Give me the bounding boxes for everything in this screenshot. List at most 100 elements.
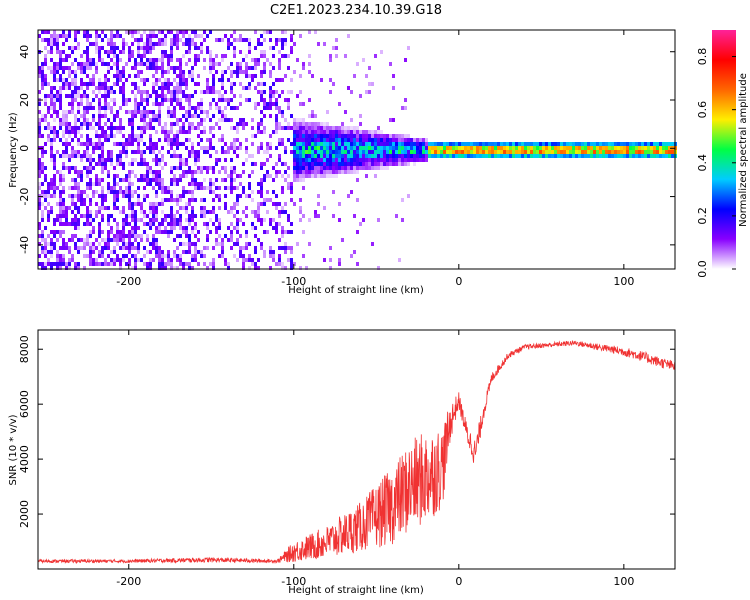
spectrogram-cell <box>311 134 314 138</box>
spectrogram-cell <box>230 166 233 170</box>
spectrogram-cell <box>236 122 239 126</box>
spectrogram-cell <box>89 262 92 266</box>
spectrogram-cell <box>77 118 80 122</box>
spectrogram-cell <box>380 150 383 154</box>
spectrogram-cell <box>149 142 152 146</box>
spectrogram-cell <box>143 158 146 162</box>
spectrogram-cell <box>149 242 152 246</box>
spectrogram-cell <box>242 190 245 194</box>
spectrogram-cell <box>92 190 95 194</box>
spectrogram-cell <box>158 186 161 190</box>
spectrogram-cell <box>134 106 137 110</box>
spectrogram-cell <box>59 206 62 210</box>
spectrogram-cell <box>134 158 137 162</box>
spectrogram-cell <box>188 218 191 222</box>
spectrogram-cell <box>149 226 152 230</box>
spectrogram-cell <box>326 142 329 146</box>
spectrogram-cell <box>218 94 221 98</box>
spectrogram-cell <box>614 150 617 154</box>
spectrogram-cell <box>44 194 47 198</box>
spectrogram-cell <box>311 146 314 150</box>
spectrogram-cell <box>125 178 128 182</box>
spectrogram-cell <box>50 142 53 146</box>
spectrogram-cell <box>209 126 212 130</box>
spectrogram-cell <box>176 266 179 270</box>
spectrogram-cell <box>197 102 200 106</box>
spectrogram-cell <box>80 134 83 138</box>
spectrogram-cell <box>197 34 200 38</box>
spectrogram-cell <box>41 246 44 250</box>
spectrogram-cell <box>101 214 104 218</box>
spectrogram-cell <box>386 142 389 146</box>
spectrogram-cell <box>533 146 536 150</box>
spectrogram-cell <box>170 66 173 70</box>
spectrogram-cell <box>74 166 77 170</box>
spectrogram-cell <box>350 138 353 142</box>
spectrogram-cell <box>662 150 665 154</box>
spectrogram-cell <box>53 110 56 114</box>
spectrogram-cell <box>125 234 128 238</box>
spectrogram-cell <box>374 130 377 134</box>
spectrogram-cell <box>338 130 341 134</box>
spectrogram-cell <box>41 238 44 242</box>
spectrogram-cell <box>155 250 158 254</box>
spectrogram-cell <box>86 242 89 246</box>
spectrogram-cell <box>248 66 251 70</box>
spectrogram-cell <box>278 94 281 98</box>
spectrogram-cell <box>254 74 257 78</box>
spectrogram-cell <box>599 154 602 158</box>
spectrogram-cell <box>185 114 188 118</box>
spectrogram-cell <box>62 230 65 234</box>
spectrogram-cell <box>113 42 116 46</box>
spectrogram-cell <box>287 98 290 102</box>
spectrogram-cell <box>182 158 185 162</box>
spectrogram-cell <box>101 130 104 134</box>
spectrogram-cell <box>617 142 620 146</box>
spectrogram-cell <box>413 154 416 158</box>
spectrogram-cell <box>266 106 269 110</box>
spectrogram-cell <box>149 50 152 54</box>
spectrogram-cell <box>164 38 167 42</box>
spectrogram-cell <box>407 154 410 158</box>
spectrogram-cell <box>134 134 137 138</box>
spectrogram-cell <box>74 214 77 218</box>
spectrogram-cell <box>110 30 113 34</box>
spectrogram-cell <box>332 166 335 170</box>
spectrogram-cell <box>314 174 317 178</box>
spectrogram-cell <box>296 174 299 178</box>
spectrogram-cell <box>116 54 119 58</box>
spectrogram-cell <box>578 154 581 158</box>
spectrogram-cell <box>77 138 80 142</box>
spectrogram-cell <box>137 62 140 66</box>
spectrogram-cell <box>278 50 281 54</box>
spectrogram-cell <box>113 114 116 118</box>
spectrogram-cell <box>44 242 47 246</box>
spectrogram-cell <box>221 58 224 62</box>
spectrogram-cell <box>590 142 593 146</box>
spectrogram-cell <box>314 146 317 150</box>
spectrogram-cell <box>296 162 299 166</box>
spectrogram-cell <box>380 162 383 166</box>
spectrogram-cell <box>344 162 347 166</box>
spectrogram-cell <box>209 58 212 62</box>
spectrogram-cell <box>110 162 113 166</box>
spectrogram-cell <box>260 222 263 226</box>
spectrogram-cell <box>155 194 158 198</box>
spectrogram-cell <box>98 50 101 54</box>
spectrogram-cell <box>200 90 203 94</box>
spectrogram-cell <box>365 146 368 150</box>
spectrogram-cell <box>317 154 320 158</box>
colorbar-gradient <box>712 30 736 269</box>
spectrogram-cell <box>149 218 152 222</box>
spectrogram-cell <box>374 134 377 138</box>
spectrogram-cell <box>116 158 119 162</box>
spectrogram-cell <box>167 190 170 194</box>
spectrogram-cell <box>110 42 113 46</box>
spectrogram-cell <box>146 102 149 106</box>
spectrogram-y-tick-label: -20 <box>18 188 31 206</box>
spectrogram-cell <box>188 154 191 158</box>
spectrogram-cell <box>116 46 119 50</box>
spectrogram-cell <box>44 226 47 230</box>
spectrogram-cell <box>281 174 284 178</box>
spectrogram-cell <box>260 90 263 94</box>
